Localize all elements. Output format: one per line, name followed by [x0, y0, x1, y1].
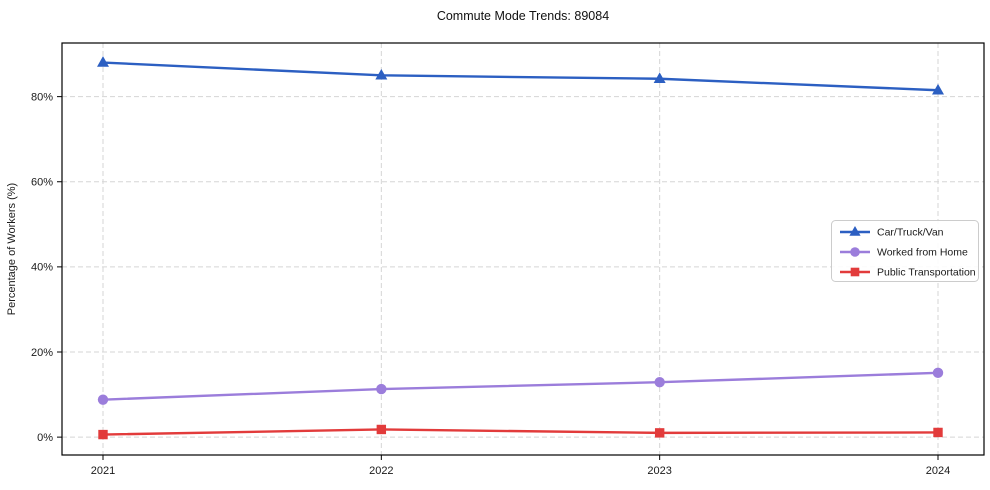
y-tick-label: 60%	[31, 177, 53, 189]
data-point-square	[376, 424, 387, 435]
data-point-circle	[97, 394, 109, 405]
series-line	[101, 61, 940, 92]
data-point-circle	[654, 377, 665, 388]
data-point-triangle	[375, 68, 388, 80]
data-point-triangle	[97, 56, 109, 67]
y-tick-label: 80%	[31, 91, 53, 103]
chart-title: Commute Mode Trends: 89084	[437, 9, 609, 23]
legend-label: Worked from Home	[877, 247, 968, 259]
y-axis-label: Percentage of Workers (%)	[6, 183, 18, 315]
data-point-circle	[932, 367, 944, 379]
x-tick-label: 2024	[926, 465, 950, 477]
x-tick-label: 2022	[369, 465, 393, 477]
data-point-triangle	[932, 83, 944, 95]
data-point-circle	[376, 383, 387, 395]
legend-marker-square	[850, 267, 860, 277]
legend-marker-triangle	[849, 226, 861, 236]
data-point-square	[933, 427, 943, 438]
series-line	[101, 371, 940, 401]
legend-marker-circle	[850, 247, 860, 257]
legend-label: Car/Truck/Van	[877, 227, 944, 239]
legend-box	[831, 220, 979, 282]
data-point-square	[654, 428, 665, 438]
data-point-square	[98, 429, 108, 440]
plot-border	[61, 42, 985, 456]
y-tick-label: 0%	[37, 432, 53, 444]
y-tick-label: 40%	[31, 262, 53, 274]
series-line	[101, 428, 940, 436]
x-tick-label: 2023	[647, 465, 671, 477]
x-tick-label: 2021	[91, 465, 115, 477]
data-point-triangle	[653, 72, 666, 83]
legend-label: Public Transportation	[877, 267, 976, 279]
plot-area: 0% 20% 40% 60% 80% 2021 2022 2023 2024 Car/Truck/…	[31, 42, 985, 477]
legend: Car/Truck/Van Worked from Home Public Tran…	[831, 220, 979, 282]
y-tick-label: 20%	[31, 347, 53, 359]
